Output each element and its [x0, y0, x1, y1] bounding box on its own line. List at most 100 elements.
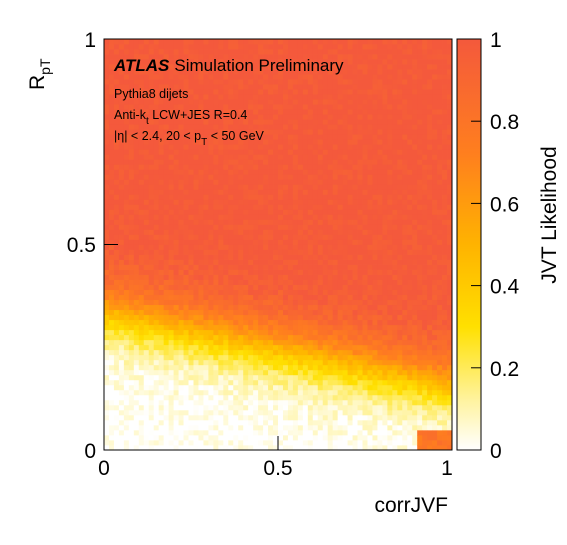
heatmap-cell: [134, 189, 139, 194]
heatmap-cell: [273, 380, 278, 385]
heatmap-cell: [367, 330, 372, 335]
heatmap-cell: [243, 295, 248, 300]
heatmap-cell: [397, 325, 402, 330]
heatmap-cell: [139, 430, 144, 435]
heatmap-cell: [253, 109, 258, 114]
heatmap-cell: [109, 350, 114, 355]
heatmap-cell: [313, 440, 318, 445]
heatmap-cell: [228, 250, 233, 255]
heatmap-cell: [208, 229, 213, 234]
heatmap-cell: [372, 104, 377, 109]
heatmap-cell: [258, 214, 263, 219]
heatmap-cell: [353, 219, 358, 224]
heatmap-cell: [348, 310, 353, 315]
heatmap-cell: [129, 234, 134, 239]
heatmap-cell: [258, 375, 263, 380]
heatmap-cell: [338, 44, 343, 49]
heatmap-cell: [303, 325, 308, 330]
heatmap-cell: [233, 39, 238, 44]
heatmap-cell: [109, 229, 114, 234]
heatmap-cell: [372, 219, 377, 224]
heatmap-cell: [218, 435, 223, 440]
heatmap-cell: [268, 189, 273, 194]
heatmap-cell: [218, 184, 223, 189]
heatmap-cell: [348, 69, 353, 74]
heatmap-cell: [343, 39, 348, 44]
heatmap-cell: [358, 415, 363, 420]
heatmap-cell: [372, 320, 377, 325]
heatmap-cell: [303, 335, 308, 340]
heatmap-cell: [392, 229, 397, 234]
heatmap-cell: [104, 199, 109, 204]
heatmap-cell: [263, 104, 268, 109]
heatmap-cell: [119, 214, 124, 219]
heatmap-cell: [338, 134, 343, 139]
heatmap-cell: [268, 124, 273, 129]
heatmap-cell: [353, 410, 358, 415]
heatmap-cell: [288, 199, 293, 204]
heatmap-cell: [208, 415, 213, 420]
heatmap-cell: [164, 370, 169, 375]
heatmap-cell: [293, 149, 298, 154]
heatmap-cell: [303, 420, 308, 425]
heatmap-cell: [248, 234, 253, 239]
heatmap-cell: [313, 139, 318, 144]
heatmap-cell: [397, 265, 402, 270]
heatmap-cell: [367, 59, 372, 64]
heatmap-cell: [318, 124, 323, 129]
heatmap-cell: [343, 345, 348, 350]
heatmap-cell: [169, 340, 174, 345]
heatmap-cell: [263, 345, 268, 350]
heatmap-cell: [288, 89, 293, 94]
heatmap-cell: [397, 204, 402, 209]
heatmap-cell: [218, 250, 223, 255]
heatmap-cell: [253, 94, 258, 99]
heatmap-cell: [213, 39, 218, 44]
heatmap-cell: [283, 154, 288, 159]
heatmap-cell: [134, 385, 139, 390]
heatmap-cell: [179, 300, 184, 305]
heatmap-cell: [278, 290, 283, 295]
heatmap-cell: [402, 109, 407, 114]
heatmap-cell: [129, 390, 134, 395]
heatmap-cell: [124, 239, 129, 244]
heatmap-cell: [104, 229, 109, 234]
heatmap-cell: [382, 295, 387, 300]
heatmap-cell: [363, 104, 368, 109]
heatmap-cell: [367, 300, 372, 305]
heatmap-cell: [372, 390, 377, 395]
heatmap-cell: [283, 255, 288, 260]
heatmap-cell: [397, 275, 402, 280]
heatmap-cell: [114, 325, 119, 330]
heatmap-cell: [343, 260, 348, 265]
heatmap-cell: [189, 385, 194, 390]
heatmap-cell: [392, 214, 397, 219]
heatmap-cell: [248, 435, 253, 440]
heatmap-cell: [348, 390, 353, 395]
heatmap-cell: [119, 355, 124, 360]
heatmap-cell: [392, 270, 397, 275]
heatmap-cell: [372, 99, 377, 104]
heatmap-cell: [273, 425, 278, 430]
heatmap-cell: [104, 54, 109, 59]
heatmap-cell: [164, 250, 169, 255]
heatmap-cell: [353, 109, 358, 114]
heatmap-cell: [377, 129, 382, 134]
heatmap-cell: [288, 204, 293, 209]
heatmap-cell: [169, 355, 174, 360]
heatmap-cell: [288, 159, 293, 164]
heatmap-cell: [358, 360, 363, 365]
heatmap-cell: [387, 54, 392, 59]
heatmap-cell: [367, 159, 372, 164]
heatmap-cell: [363, 199, 368, 204]
heatmap-cell: [313, 285, 318, 290]
heatmap-cell: [283, 275, 288, 280]
heatmap-cell: [233, 49, 238, 54]
heatmap-cell: [149, 425, 154, 430]
heatmap-cell: [248, 325, 253, 330]
heatmap-cell: [104, 49, 109, 54]
heatmap-cell: [129, 265, 134, 270]
heatmap-cell: [248, 119, 253, 124]
heatmap-cell: [243, 325, 248, 330]
heatmap-cell: [323, 84, 328, 89]
